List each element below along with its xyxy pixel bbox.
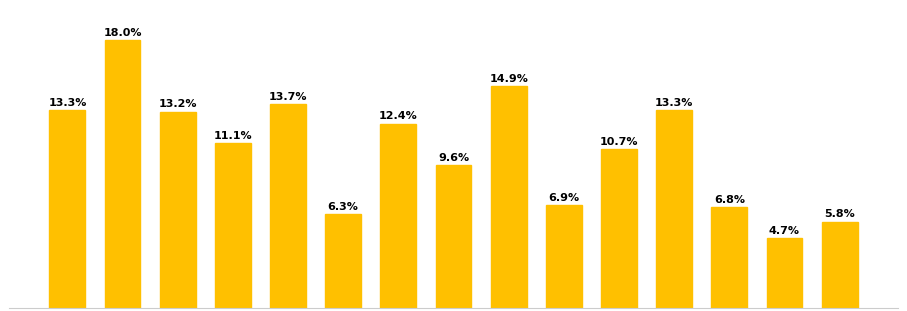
Text: 14.9%: 14.9%	[489, 74, 528, 84]
Text: 12.4%: 12.4%	[379, 111, 418, 121]
Text: 11.1%: 11.1%	[213, 131, 252, 141]
Text: 6.8%: 6.8%	[714, 195, 745, 205]
Text: 13.3%: 13.3%	[48, 98, 86, 108]
Text: 6.3%: 6.3%	[327, 202, 358, 212]
Bar	[215, 143, 251, 308]
Bar	[326, 214, 361, 308]
Bar	[435, 165, 472, 308]
Bar	[766, 238, 803, 308]
Bar	[546, 205, 581, 308]
Text: 13.3%: 13.3%	[655, 98, 693, 108]
Bar	[711, 207, 747, 308]
Bar	[270, 104, 306, 308]
Bar	[50, 110, 85, 308]
Bar	[822, 222, 857, 308]
Bar	[160, 112, 196, 308]
Text: 18.0%: 18.0%	[103, 28, 141, 38]
Bar	[104, 40, 141, 308]
Text: 13.7%: 13.7%	[268, 92, 307, 102]
Bar	[380, 123, 416, 308]
Bar	[491, 86, 527, 308]
Text: 10.7%: 10.7%	[600, 137, 639, 146]
Bar	[601, 149, 637, 308]
Text: 6.9%: 6.9%	[548, 193, 580, 203]
Text: 9.6%: 9.6%	[438, 153, 469, 163]
Text: 4.7%: 4.7%	[769, 226, 800, 236]
Bar	[656, 110, 692, 308]
Text: 5.8%: 5.8%	[824, 209, 855, 220]
Text: 13.2%: 13.2%	[159, 100, 197, 109]
